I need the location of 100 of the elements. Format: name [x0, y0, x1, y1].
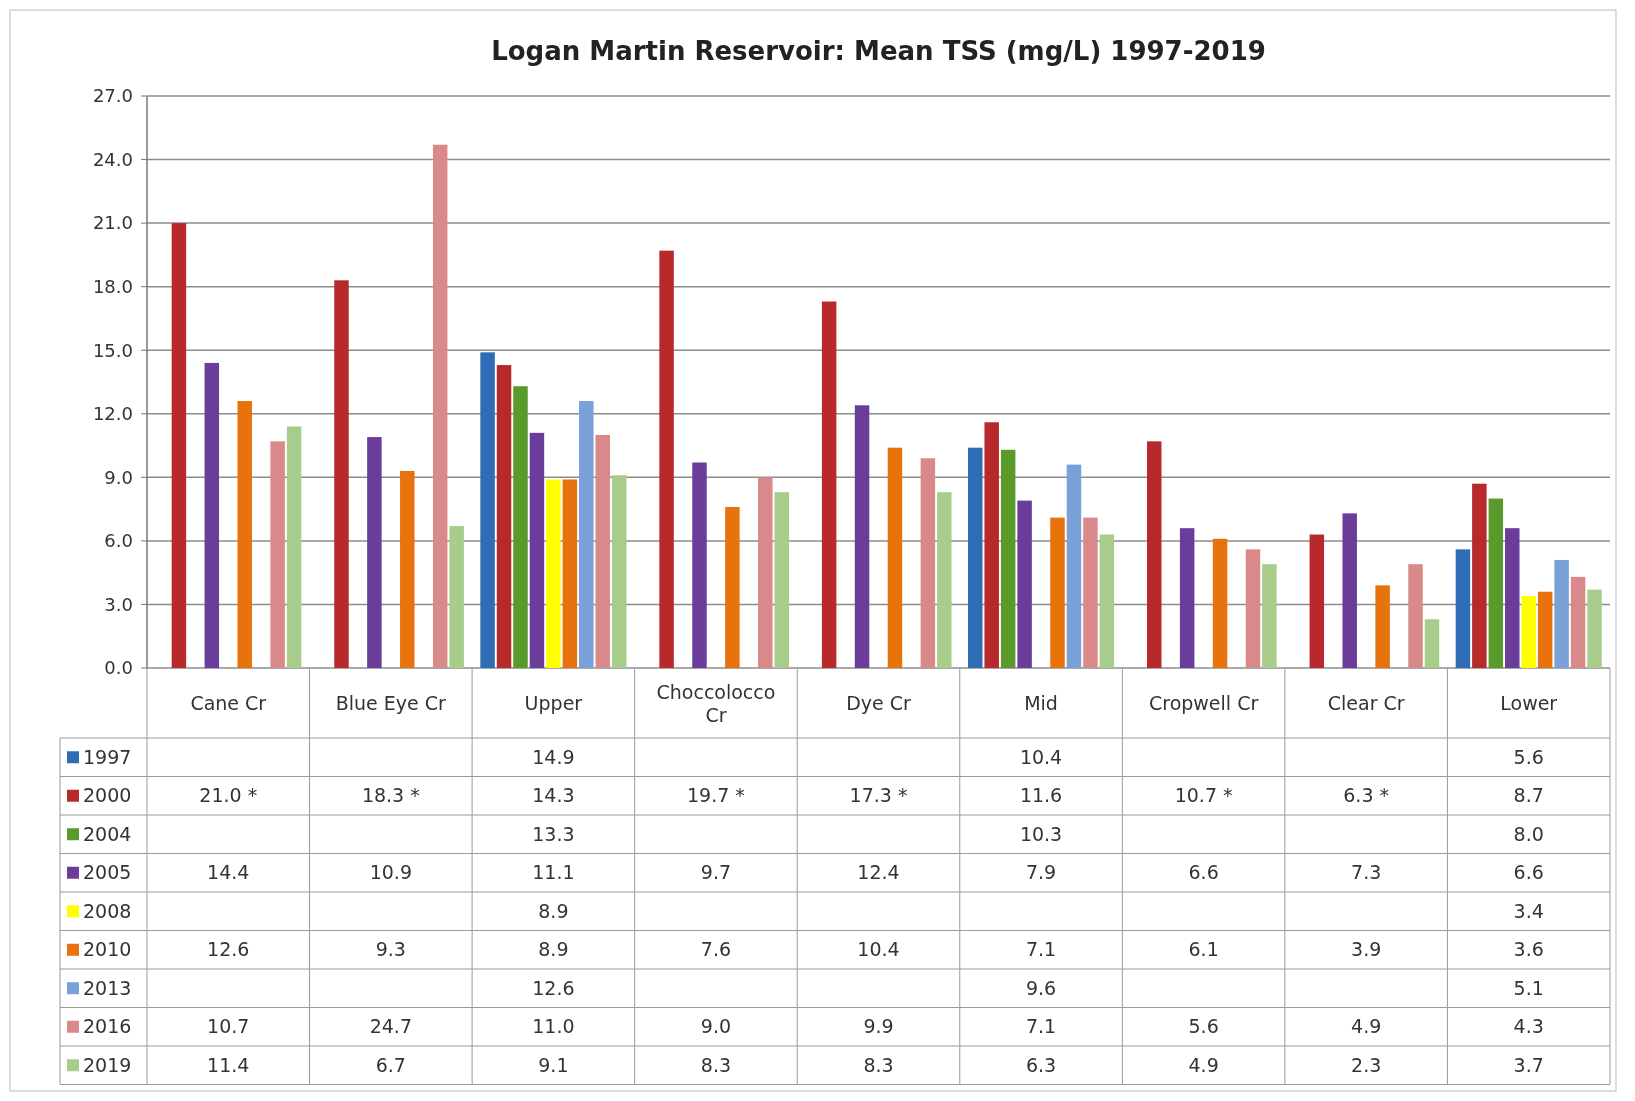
bar	[1375, 585, 1390, 668]
bar	[171, 223, 187, 668]
bar	[334, 280, 349, 668]
bar	[1083, 517, 1098, 668]
bar	[1537, 591, 1553, 668]
data-label: 11.0	[532, 1015, 575, 1038]
data-label: 3.9	[1351, 938, 1382, 961]
data-label: 7.1	[1025, 1015, 1057, 1038]
x-tick-label: Clear Cr	[1327, 691, 1405, 714]
y-tick-label: 24.0	[92, 148, 133, 170]
bar	[659, 250, 674, 668]
y-tick-label: 3.0	[104, 593, 133, 615]
bar	[1505, 528, 1520, 668]
data-label: 5.6	[1513, 745, 1544, 768]
data-label: 7.1	[1025, 938, 1057, 961]
x-tick-label: Mid	[1024, 691, 1058, 714]
y-tick-label: 6.0	[104, 530, 133, 552]
x-tick-label: Lower	[1500, 691, 1558, 714]
bar	[1262, 564, 1277, 668]
bar	[1488, 498, 1504, 668]
bar	[692, 462, 707, 668]
bar	[480, 352, 495, 668]
data-label: 6.1	[1188, 938, 1219, 961]
bar	[1066, 464, 1082, 668]
data-label: 12.6	[532, 976, 575, 999]
data-label: 8.9	[538, 899, 569, 922]
data-label: 10.3	[1019, 822, 1063, 845]
data-label: 3.4	[1513, 899, 1544, 922]
bar	[400, 470, 415, 668]
data-label: 9.3	[375, 938, 406, 961]
data-label: 17.3 *	[849, 784, 908, 807]
legend-label: 2016	[83, 1015, 132, 1038]
data-label: 11.6	[1019, 784, 1063, 807]
x-tick-label: Dye Cr	[846, 691, 912, 714]
data-label: 9.1	[538, 1053, 569, 1076]
data-label: 5.1	[1513, 976, 1544, 999]
bar	[1570, 576, 1586, 668]
data-label: 8.9	[538, 938, 569, 961]
data-label: 8.0	[1513, 822, 1544, 845]
bar	[546, 479, 561, 668]
bar	[774, 492, 789, 668]
bar	[611, 475, 627, 668]
data-label: 6.7	[375, 1053, 406, 1076]
data-label: 13.3	[532, 822, 575, 845]
data-label: 19.7 *	[687, 784, 745, 807]
data-label: 24.7	[369, 1015, 412, 1038]
data-label: 4.9	[1188, 1053, 1219, 1076]
bar	[1424, 619, 1440, 668]
bar	[496, 365, 512, 668]
data-label: 6.3 *	[1343, 784, 1390, 807]
bar	[1050, 517, 1065, 668]
bar	[1179, 528, 1195, 668]
bar	[1408, 564, 1423, 668]
bar	[513, 386, 528, 668]
bar	[1342, 513, 1357, 668]
legend-label: 2004	[83, 822, 132, 845]
bar	[821, 301, 837, 668]
bar	[529, 432, 545, 668]
data-label: 10.7 *	[1174, 784, 1233, 807]
data-label: 4.9	[1351, 1015, 1382, 1038]
bar	[1455, 549, 1471, 668]
data-label: 14.9	[532, 745, 575, 768]
bar	[1000, 449, 1016, 668]
bar	[204, 362, 220, 668]
bar	[1245, 549, 1261, 668]
x-tick-label: Cane Cr	[190, 691, 267, 714]
bar	[725, 506, 740, 668]
bar	[1017, 500, 1032, 668]
x-tick-label: Choccolocco Cr	[656, 680, 776, 726]
data-label: 7.6	[700, 938, 732, 961]
bar	[1147, 441, 1162, 668]
data-label: 11.4	[207, 1053, 250, 1076]
data-label: 4.3	[1513, 1015, 1544, 1038]
bar	[1554, 559, 1569, 668]
data-label: 14.4	[207, 861, 250, 884]
data-label: 6.6	[1188, 861, 1219, 884]
bar	[270, 441, 285, 668]
data-label: 11.1	[532, 861, 575, 884]
bar	[1472, 483, 1487, 668]
data-label: 8.3	[700, 1053, 732, 1076]
bar	[887, 447, 903, 668]
data-label: 8.3	[863, 1053, 894, 1076]
data-label: 3.7	[1513, 1053, 1544, 1076]
y-tick-label: 18.0	[92, 275, 133, 297]
data-label: 7.3	[1351, 861, 1382, 884]
bar	[367, 437, 382, 668]
data-label: 12.6	[207, 938, 250, 961]
data-label: 6.6	[1513, 861, 1544, 884]
bar	[937, 492, 952, 668]
bar	[1099, 534, 1115, 668]
legend-label: 2008	[83, 899, 132, 922]
bar	[854, 405, 870, 668]
bar	[237, 401, 252, 668]
y-tick-label: 9.0	[104, 466, 133, 488]
x-tick-label: Blue Eye Cr	[335, 691, 447, 714]
legend-label: 2005	[83, 861, 132, 884]
legend-label: 2010	[83, 938, 132, 961]
legend-label: 2013	[83, 976, 132, 999]
data-label: 9.0	[700, 1015, 732, 1038]
data-label: 9.6	[1025, 976, 1057, 999]
